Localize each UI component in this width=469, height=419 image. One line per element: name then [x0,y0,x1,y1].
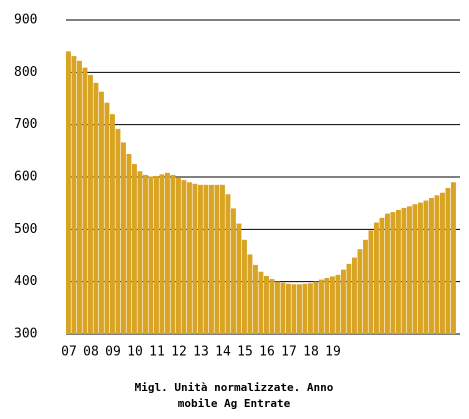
bar [390,212,396,334]
bar [418,202,423,334]
bar [126,153,132,334]
y-tick-label: 700 [14,117,37,132]
y-tick-label: 800 [14,65,37,80]
x-tick-label: 14 [215,345,231,360]
bar [104,102,110,334]
y-tick-label: 900 [14,13,37,28]
bar [429,197,434,334]
bar [451,182,456,334]
bar [280,282,286,334]
x-tick-label: 11 [149,345,165,360]
bar [275,281,280,334]
bar [99,91,104,335]
bar [412,204,418,334]
bar [165,172,170,334]
caption: mobile Ag Entrate [178,397,291,410]
bar [385,213,390,334]
bar [143,174,148,334]
x-tick-label: 16 [259,345,275,360]
bar [445,187,451,334]
bar [319,279,324,334]
bar [214,184,220,334]
x-tick-label: 08 [83,345,99,360]
y-tick-label: 300 [14,327,37,342]
bar [374,222,379,334]
bar [434,195,440,334]
bar [137,171,143,334]
bar [407,206,412,334]
bar [401,207,407,334]
bar [264,275,269,334]
x-tick-label: 15 [237,345,253,360]
bar [346,263,352,334]
x-tick-label: 12 [171,345,187,360]
bar [88,74,93,334]
x-tick-label: 19 [325,345,341,360]
bar [236,223,242,334]
bar [192,183,198,334]
bar [247,254,253,334]
bar [423,200,429,334]
bar [440,192,445,334]
bar [269,279,275,334]
bar [291,284,297,334]
bar [341,269,346,334]
bar [286,283,291,334]
y-tick-label: 600 [14,170,37,185]
bar [313,281,319,334]
y-tick-label: 500 [14,222,37,237]
bar [324,278,330,334]
bar [297,284,302,334]
bar [302,283,308,334]
y-tick-label: 400 [14,274,37,289]
bar [115,128,121,334]
x-tick-label: 18 [303,345,319,360]
bar [110,114,115,334]
bar [368,230,374,334]
bar [77,60,82,334]
bar [93,82,99,334]
bar [148,176,154,334]
bar [379,217,385,334]
bar [121,142,126,334]
bar [258,271,264,334]
bar [253,264,258,334]
bar [308,283,313,334]
bar [187,182,192,334]
bar [396,209,401,334]
bar [71,56,77,335]
bar [242,239,247,334]
bar [170,174,176,334]
bar [66,51,71,335]
bar [335,274,341,334]
bar [330,276,335,334]
bar [209,184,214,334]
bar [159,174,165,334]
bar [176,178,181,334]
caption: Migl. Unità normalizzate. Anno [135,381,334,394]
bar [363,239,368,334]
bar [132,163,137,334]
bar [231,208,236,334]
x-tick-label: 17 [281,345,297,360]
bar [154,175,159,334]
bar [352,257,357,334]
x-tick-label: 13 [193,345,209,360]
bar [203,184,209,334]
bar [225,194,231,334]
x-tick-label: 10 [127,345,143,360]
x-tick-label: 07 [61,345,77,360]
bar [220,184,225,334]
bar [357,249,363,334]
bar [82,67,88,334]
x-tick-label: 09 [105,345,121,360]
bar [181,180,187,334]
bar [198,184,203,334]
